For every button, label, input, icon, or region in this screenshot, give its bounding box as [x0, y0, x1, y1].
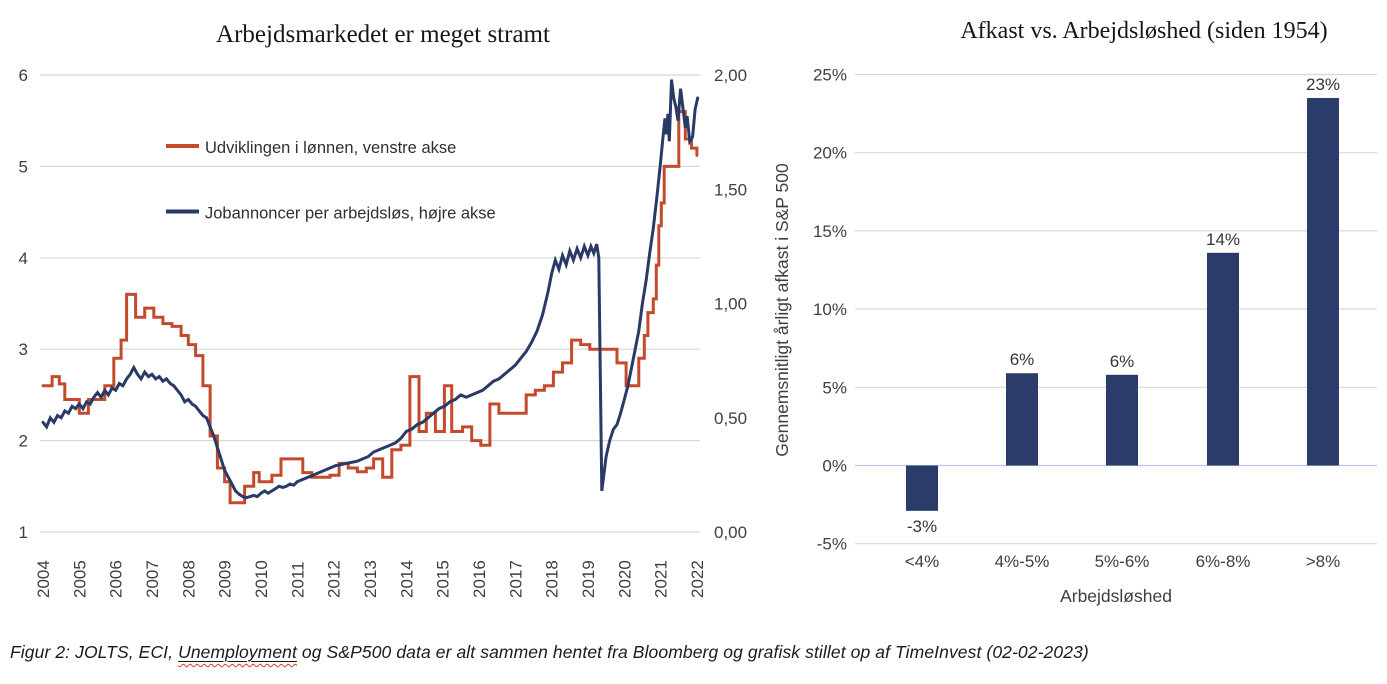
x-axis-tick-label: 2015 — [434, 560, 453, 598]
x-axis-tick-label: 2006 — [107, 560, 126, 598]
bar — [1207, 252, 1239, 466]
x-axis-tick-label: 2011 — [288, 561, 307, 598]
left-chart-x-axis-ticks: 2004 2005 2006 2007 2008 2009 2010 2011 2012 2013… — [34, 560, 707, 598]
right-chart: Afkast vs. Arbejdsløshed (siden 1954) Ge… — [772, 18, 1377, 606]
x-axis-tick-label: 2010 — [252, 560, 271, 598]
left-chart-left-axis-ticks: 6 5 4 3 2 1 — [19, 66, 28, 542]
figure-caption: Figur 2: JOLTS, ECI, Unemployment og S&P… — [10, 642, 1382, 663]
left-chart-title: Arbejdsmarkedet er meget stramt — [216, 21, 550, 48]
left-chart-gridlines — [40, 74, 700, 533]
bar — [1006, 373, 1038, 466]
right-chart-y-axis-title: Gennemsnitligt årligt afkast i S&P 500 — [772, 163, 792, 457]
category-label: >8% — [1306, 552, 1341, 571]
bar — [906, 465, 938, 511]
bar-value-label: 6% — [1010, 350, 1035, 369]
right-chart-x-axis-title: Arbejdsløshed — [1060, 586, 1172, 606]
caption-text-end: og S&P500 data er alt sammen hentet fra … — [296, 642, 1089, 662]
left-chart: Arbejdsmarkedet er meget stramt 6 5 4 3 2 1 2… — [19, 21, 748, 598]
x-axis-tick-label: 2013 — [361, 560, 380, 598]
x-axis-tick-label: 2009 — [216, 560, 235, 598]
bar — [1106, 374, 1138, 466]
caption-text-start: Figur 2: JOLTS, ECI, — [10, 642, 179, 662]
legend-swatch — [166, 209, 199, 214]
category-label: 5%-6% — [1095, 552, 1150, 571]
y-axis-tick-label: 5% — [822, 378, 847, 397]
bar-value-label: -3% — [907, 517, 937, 536]
x-axis-tick-label: 2012 — [325, 560, 344, 598]
jobs-series-line — [41, 79, 700, 500]
left-chart-series — [41, 79, 700, 505]
left-axis-tick-label: 5 — [19, 157, 28, 176]
right-axis-tick-label: 1,50 — [714, 180, 747, 199]
right-chart-y-axis-ticks: 25% 20% 15% 10% 5% 0% -5% — [813, 66, 847, 554]
x-axis-tick-label: 2022 — [688, 560, 707, 598]
left-axis-tick-label: 6 — [19, 66, 28, 85]
left-chart-right-axis-ticks: 2,00 1,50 1,00 0,50 0,00 — [714, 66, 747, 542]
x-axis-tick-label: 2008 — [179, 560, 198, 598]
left-axis-tick-label: 2 — [19, 432, 28, 451]
x-axis-tick-label: 2019 — [579, 560, 598, 598]
right-axis-tick-label: 0,50 — [714, 409, 747, 428]
y-axis-tick-label: 0% — [822, 457, 847, 476]
right-axis-tick-label: 0,00 — [714, 523, 747, 542]
x-axis-tick-label: 2014 — [397, 560, 416, 598]
category-label: <4% — [905, 552, 940, 571]
y-axis-tick-label: 20% — [813, 144, 847, 163]
right-axis-tick-label: 2,00 — [714, 66, 747, 85]
x-axis-tick-label: 2017 — [506, 560, 525, 598]
left-chart-legend: Udviklingen i lønnen, venstre akse Jobann… — [166, 139, 496, 223]
y-axis-tick-label: 25% — [813, 66, 847, 85]
x-axis-tick-label: 2016 — [470, 560, 489, 598]
x-axis-tick-label: 2018 — [543, 560, 562, 598]
caption-underlined-word: Unemployment — [178, 642, 297, 662]
legend-swatch — [166, 144, 199, 148]
y-axis-tick-label: 10% — [813, 300, 847, 319]
bar-value-label: 6% — [1110, 352, 1135, 371]
left-axis-tick-label: 1 — [19, 523, 28, 542]
category-label: 6%-8% — [1196, 552, 1251, 571]
bar — [1307, 97, 1339, 466]
right-chart-bar-value-labels: -3% 6% 6% 14% 23% — [907, 75, 1340, 536]
caption-spellcheck-squiggle: Unemployment — [178, 642, 297, 662]
bar-value-label: 14% — [1206, 230, 1240, 249]
bar-value-label: 23% — [1306, 75, 1340, 94]
right-axis-tick-label: 1,00 — [714, 295, 747, 314]
right-chart-category-labels: <4% 4%-5% 5%-6% 6%-8% >8% — [905, 552, 1341, 571]
left-axis-tick-label: 4 — [19, 249, 28, 268]
right-chart-bars — [906, 97, 1339, 511]
legend-label: Udviklingen i lønnen, venstre akse — [205, 139, 456, 157]
wage-series-line — [41, 110, 699, 505]
y-axis-tick-label: 15% — [813, 222, 847, 241]
x-axis-tick-label: 2005 — [70, 560, 89, 598]
x-axis-tick-label: 2007 — [143, 560, 162, 598]
x-axis-tick-label: 2020 — [615, 560, 634, 598]
right-chart-title: Afkast vs. Arbejdsløshed (siden 1954) — [960, 18, 1327, 44]
x-axis-tick-label: 2004 — [34, 560, 53, 598]
category-label: 4%-5% — [995, 552, 1050, 571]
legend-label: Jobannoncer per arbejdsløs, højre akse — [205, 205, 496, 223]
left-axis-tick-label: 3 — [19, 340, 28, 359]
y-axis-tick-label: -5% — [817, 535, 847, 554]
x-axis-tick-label: 2021 — [652, 560, 671, 598]
